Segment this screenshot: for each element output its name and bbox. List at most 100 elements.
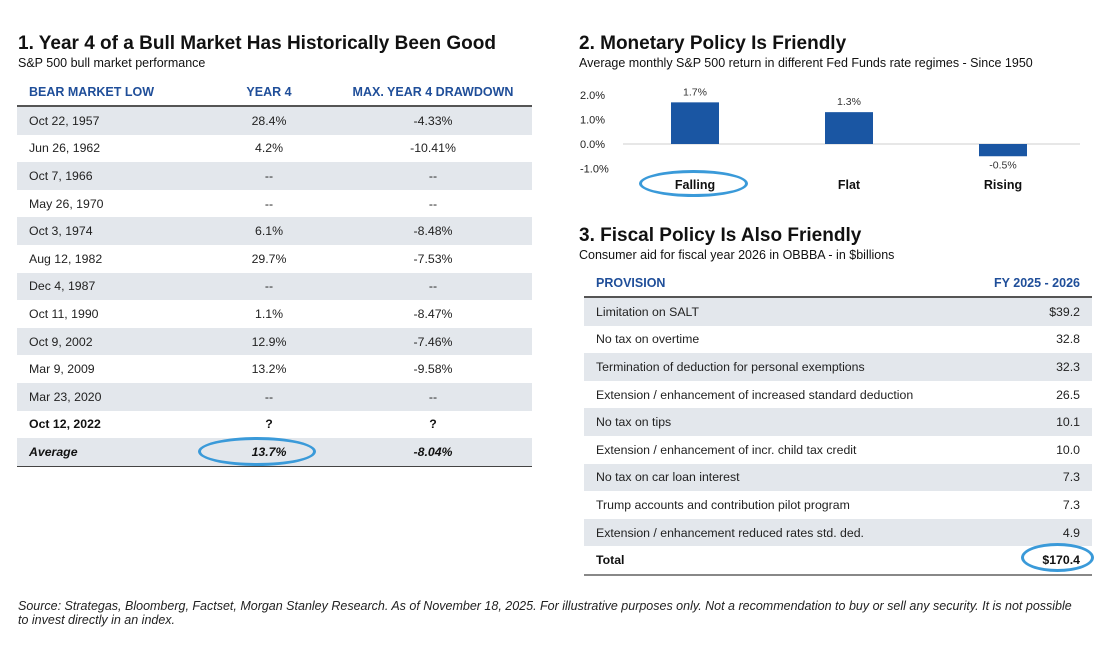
drawdown-cell: -- [334, 272, 532, 301]
drawdown-cell: ? [429, 417, 437, 432]
drawdown-cell: -8.47% [413, 306, 453, 321]
bear-market-low-cell: Aug 12, 1982 [29, 251, 103, 266]
provision-cell: Total [584, 546, 976, 576]
year4-cell: 6.1% [204, 217, 334, 245]
bear-market-low-cell: Oct 11, 1990 [29, 306, 99, 321]
bar-rising [979, 144, 1027, 157]
current-cycle-row: Oct 12, 2022?? [17, 411, 532, 439]
provision-cell: No tax on car loan interest [584, 463, 976, 492]
bear-market-low-cell: Average [17, 438, 204, 467]
table-row: Jun 26, 1962 4.2% -10.41% [17, 135, 532, 163]
bear-market-low-cell: Oct 12, 2022 [29, 417, 101, 432]
provision-cell: Extension / enhancement of increased sta… [596, 387, 914, 402]
table-row: No tax on tips 10.1 [584, 408, 1092, 436]
year4-cell: -- [264, 196, 274, 211]
amount-cell: 26.5 [1056, 387, 1080, 402]
table-row: Dec 4, 1987 -- -- [17, 272, 532, 301]
drawdown-cell: -4.33% [334, 106, 532, 135]
section3-subtitle: Consumer aid for fiscal year 2026 in OBB… [579, 248, 895, 262]
amount-cell: 10.1 [975, 408, 1092, 436]
table-row: No tax on overtime 32.8 [584, 326, 1092, 354]
year4-cell: 4.2% [254, 141, 284, 156]
provision-cell: Limitation on SALT [584, 297, 976, 326]
bar-flat [825, 112, 873, 144]
section2-title: 2. Monetary Policy Is Friendly [579, 33, 847, 54]
table-row: Oct 3, 1974 6.1% -8.48% [17, 217, 532, 245]
col-header-provision: PROVISION [584, 270, 976, 298]
drawdown-cell: -10.41% [410, 141, 456, 156]
amount-cell: 10.0 [1056, 442, 1080, 457]
year4-cell: -- [204, 162, 334, 190]
bear-market-low-cell: Oct 22, 1957 [17, 106, 204, 135]
bear-market-low-cell: Mar 9, 2009 [29, 362, 95, 377]
drawdown-cell: -9.58% [413, 362, 453, 377]
drawdown-cell: -- [428, 196, 438, 211]
provision-cell: No tax on overtime [596, 332, 700, 347]
table-row: Oct 11, 1990 1.1% -8.47% [17, 300, 532, 328]
data-label: 1.3% [837, 96, 861, 108]
table-row: Oct 7, 1966 -- -- [17, 162, 532, 190]
year4-cell: 13.2% [251, 362, 287, 377]
y-tick-label: 0.0% [580, 139, 605, 151]
table-row: Termination of deduction for personal ex… [584, 353, 1092, 381]
table-row: No tax on car loan interest 7.3 [584, 463, 1092, 492]
section3-title: 3. Fiscal Policy Is Also Friendly [579, 225, 862, 246]
col-header-year4: YEAR 4 [204, 79, 334, 107]
y-tick-label: 1.0% [580, 115, 605, 127]
category-label: Rising [984, 178, 1022, 192]
year4-cell: 12.9% [204, 327, 334, 356]
amount-cell: 7.3 [1062, 497, 1080, 512]
table-row: Mar 23, 2020 -- -- [17, 382, 532, 411]
bear-market-low-cell: Jun 26, 1962 [29, 141, 101, 156]
table-row: Extension / enhancement of increased sta… [584, 381, 1092, 409]
amount-cell: 4.9 [975, 518, 1092, 547]
table-row: Trump accounts and contribution pilot pr… [584, 491, 1092, 519]
provision-cell: Termination of deduction for personal ex… [584, 353, 976, 381]
table-row: Extension / enhancement reduced rates st… [584, 518, 1092, 547]
category-label: Flat [838, 178, 861, 192]
bear-market-low-cell: Oct 3, 1974 [17, 217, 204, 245]
data-label: -0.5% [989, 159, 1016, 171]
y-tick-label: 2.0% [580, 90, 605, 102]
col-header-fy: FY 2025 - 2026 [975, 270, 1092, 298]
provision-cell: Trump accounts and contribution pilot pr… [596, 497, 850, 512]
section1-title: 1. Year 4 of a Bull Market Has Historica… [18, 33, 496, 54]
table-row: Mar 9, 2009 13.2% -9.58% [17, 355, 532, 383]
table-row: Aug 12, 1982 29.7% -7.53% [17, 245, 532, 273]
drawdown-cell: -- [334, 382, 532, 411]
drawdown-cell: -8.48% [334, 217, 532, 245]
section2-subtitle: Average monthly S&P 500 return in differ… [579, 56, 1033, 70]
table-row: Oct 22, 1957 28.4% -4.33% [17, 106, 532, 135]
year4-cell: 29.7% [251, 251, 287, 266]
table-row: Oct 9, 2002 12.9% -7.46% [17, 327, 532, 356]
drawdown-cell: -7.53% [413, 251, 453, 266]
amount-cell: 32.8 [1056, 332, 1080, 347]
year4-cell: 1.1% [254, 306, 284, 321]
bear-market-low-cell: May 26, 1970 [29, 196, 104, 211]
year4-cell: ? [265, 417, 273, 432]
amount-cell: 7.3 [975, 463, 1092, 492]
year4-cell: 13.7% [204, 438, 334, 467]
bear-market-low-cell: Mar 23, 2020 [17, 382, 204, 411]
table-row: May 26, 1970 -- -- [17, 190, 532, 218]
table-row: Extension / enhancement of incr. child t… [584, 436, 1092, 464]
fiscal-policy-table: PROVISION FY 2025 - 2026 Limitation on S… [584, 270, 1092, 576]
category-label: Falling [675, 178, 715, 192]
col-header-bear-market-low: BEAR MARKET LOW [17, 79, 204, 107]
amount-cell: $170.4 [975, 546, 1092, 576]
total-row: Total $170.4 [584, 546, 1092, 576]
drawdown-cell: -- [334, 162, 532, 190]
bear-market-low-cell: Oct 7, 1966 [17, 162, 204, 190]
source-footnote: Source: Strategas, Bloomberg, Factset, M… [18, 599, 1072, 627]
fed-regime-bar-chart: 2.0% 1.0% 0.0% -1.0% 1.7% 1.3% -0.5% Falling F… [580, 86, 1080, 192]
year4-cell: 28.4% [204, 106, 334, 135]
year4-cell: -- [204, 272, 334, 301]
table-row: Limitation on SALT $39.2 [584, 297, 1092, 326]
bull-market-table: BEAR MARKET LOW YEAR 4 MAX. YEAR 4 DRAWD… [17, 79, 532, 467]
col-header-max-drawdown: MAX. YEAR 4 DRAWDOWN [334, 79, 532, 107]
bar-falling [671, 102, 719, 144]
y-tick-label: -1.0% [580, 164, 609, 176]
provision-cell: Extension / enhancement reduced rates st… [584, 518, 976, 547]
provision-cell: Extension / enhancement of incr. child t… [596, 442, 857, 457]
bear-market-low-cell: Dec 4, 1987 [17, 272, 204, 301]
